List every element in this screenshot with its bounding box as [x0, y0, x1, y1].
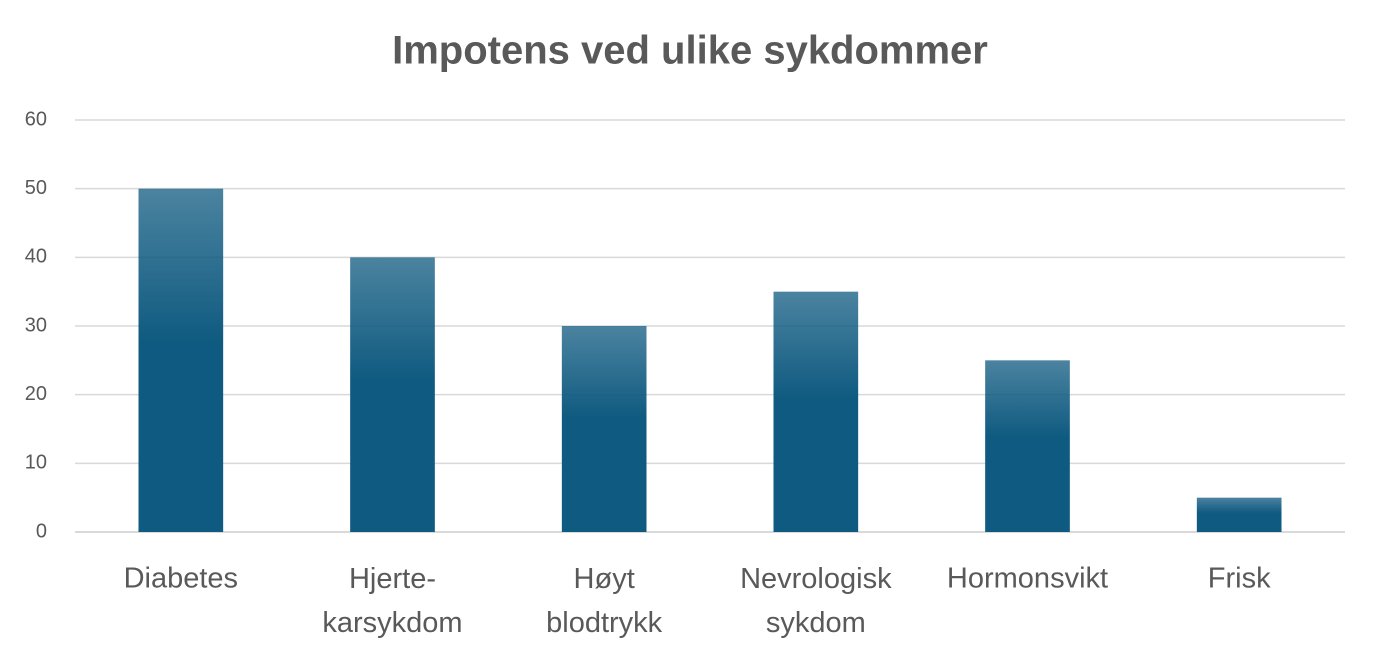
x-tick-label: Hormonsvikt: [947, 563, 1108, 595]
bar: [1196, 497, 1282, 532]
x-tick-label: Høyt blodtrykk: [546, 563, 663, 639]
y-tick-label: 30: [25, 314, 47, 336]
y-tick-label: 0: [36, 520, 47, 542]
bar: [350, 257, 435, 532]
y-tick-label: 40: [25, 246, 47, 268]
x-tick-label: Hjerte-karsykdom: [322, 563, 462, 639]
bar: [138, 188, 224, 532]
x-tick-label: Nevrologisk sykdom: [740, 563, 892, 639]
y-tick-label: 60: [25, 108, 47, 130]
x-tick-label: Diabetes: [124, 563, 238, 595]
y-tick-label: 50: [25, 177, 47, 199]
bar: [561, 326, 647, 532]
bar: [985, 360, 1070, 532]
chart-title: Impotens ved ulike sykdommer: [392, 29, 988, 73]
y-tick-label: 20: [25, 383, 47, 405]
bar: [773, 291, 859, 532]
y-tick-label: 10: [25, 452, 47, 474]
x-tick-label: Frisk: [1208, 563, 1271, 595]
